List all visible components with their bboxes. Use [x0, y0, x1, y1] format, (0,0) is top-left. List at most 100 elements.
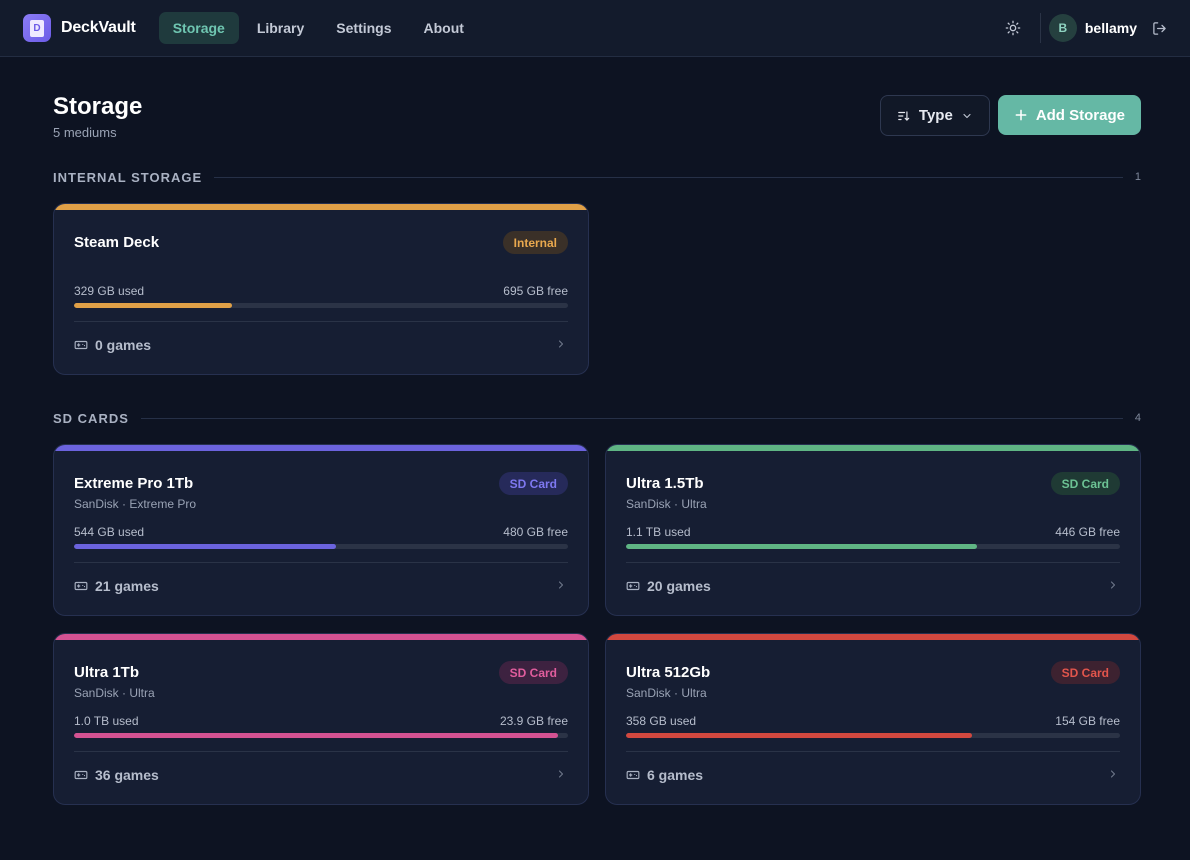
games-count: 0 games	[74, 337, 151, 353]
add-storage-label: Add Storage	[1035, 106, 1125, 124]
usage-bar-fill	[74, 303, 233, 308]
storage-card[interactable]: Extreme Pro 1Tb SanDisk · Extreme Pro SD…	[53, 444, 589, 616]
sun-icon	[1005, 20, 1021, 36]
open-card-button[interactable]	[1106, 767, 1120, 781]
chevron-right-icon	[558, 581, 564, 589]
card-divider	[626, 562, 1120, 563]
card-color-strip	[606, 445, 1140, 451]
nav-item-about[interactable]: About	[423, 20, 464, 36]
card-subtitle: SanDisk · Ultra	[626, 497, 707, 511]
card-title: Steam Deck	[74, 234, 160, 251]
section-count: 4	[1134, 412, 1141, 424]
chevron-right-icon	[558, 770, 564, 778]
gamepad-icon	[626, 770, 640, 780]
storage-card[interactable]: Ultra 1.5Tb SanDisk · Ultra SD Card 1.1 …	[605, 444, 1141, 616]
card-type-badge: SD Card	[1050, 472, 1120, 495]
usage-bar-fill	[626, 544, 977, 549]
main-nav: Storage Library Settings About	[158, 12, 478, 44]
card-subtitle: SanDisk · Ultra	[74, 686, 155, 700]
used-space: 358 GB used	[626, 714, 697, 728]
card-type-badge: SD Card	[498, 472, 568, 495]
storage-card[interactable]: Ultra 1Tb SanDisk · Ultra SD Card 1.0 TB…	[53, 633, 589, 805]
used-space: 1.0 TB used	[74, 714, 139, 728]
plus-icon	[1015, 109, 1027, 121]
topbar-divider	[1039, 13, 1041, 43]
storage-card[interactable]: Steam Deck Internal 329 GB used 695 GB f…	[53, 203, 589, 375]
card-subtitle: SanDisk · Ultra	[626, 686, 707, 700]
chevron-down-icon	[963, 113, 971, 118]
nav-item-storage[interactable]: Storage	[158, 12, 239, 44]
user-avatar[interactable]: B	[1048, 14, 1077, 42]
card-usage-row: 544 GB used 480 GB free	[74, 525, 568, 539]
free-space: 154 GB free	[1055, 714, 1120, 728]
card-subtitle: SanDisk · Extreme Pro	[74, 497, 197, 511]
app-logo[interactable]: D	[23, 14, 51, 42]
card-type-badge: Internal	[502, 231, 568, 254]
usage-bar-fill	[74, 733, 559, 738]
section-divider	[140, 417, 1123, 419]
chevron-right-icon	[1110, 581, 1116, 589]
games-count-label: 0 games	[95, 337, 152, 353]
open-card-button[interactable]	[554, 578, 568, 592]
section-title: SD CARDS	[53, 410, 129, 426]
page-title: Storage	[53, 93, 143, 120]
card-title: Ultra 1.5Tb	[626, 475, 704, 492]
card-usage-row: 1.0 TB used 23.9 GB free	[74, 714, 568, 728]
gamepad-icon	[74, 770, 88, 780]
card-title: Ultra 1Tb	[74, 664, 140, 681]
card-usage-row: 1.1 TB used 446 GB free	[626, 525, 1120, 539]
nav-item-settings[interactable]: Settings	[336, 20, 392, 36]
section-count: 1	[1134, 171, 1141, 183]
logo-letter: D	[30, 19, 44, 37]
free-space: 446 GB free	[1055, 525, 1120, 539]
chevron-right-icon	[558, 340, 564, 348]
app-brand-name[interactable]: DeckVault	[61, 19, 136, 36]
logout-button[interactable]	[1151, 20, 1167, 36]
storage-card[interactable]: Ultra 512Gb SanDisk · Ultra SD Card 358 …	[605, 633, 1141, 805]
page-header: Storage 5 mediums Type Add Storage	[53, 93, 1141, 143]
sort-icon	[898, 110, 910, 121]
section-internal-storage: INTERNAL STORAGE 1	[53, 167, 1141, 187]
open-card-button[interactable]	[554, 767, 568, 781]
usage-bar	[626, 544, 1120, 549]
usage-bar-fill	[74, 544, 336, 549]
card-usage-row: 358 GB used 154 GB free	[626, 714, 1120, 728]
header-actions: Type Add Storage	[879, 95, 1141, 136]
gamepad-icon	[626, 581, 640, 591]
free-space: 695 GB free	[503, 284, 568, 298]
sort-type-dropdown[interactable]: Type	[879, 95, 990, 136]
usage-bar	[74, 733, 568, 738]
add-storage-button[interactable]: Add Storage	[997, 95, 1141, 135]
topbar-right: B bellamy	[998, 13, 1167, 43]
card-divider	[74, 562, 568, 563]
chevron-right-icon	[1110, 770, 1116, 778]
gamepad-icon	[74, 340, 88, 350]
free-space: 23.9 GB free	[499, 714, 568, 728]
card-divider	[74, 751, 568, 752]
card-divider	[626, 751, 1120, 752]
card-usage-row: 329 GB used 695 GB free	[74, 284, 568, 298]
games-count: 36 games	[74, 767, 159, 783]
card-type-badge: SD Card	[498, 661, 568, 684]
usage-bar-fill	[626, 733, 972, 738]
open-card-button[interactable]	[1106, 578, 1120, 592]
games-count-label: 21 games	[95, 578, 159, 594]
games-count: 20 games	[626, 578, 711, 594]
open-card-button[interactable]	[554, 337, 568, 351]
section-divider	[214, 176, 1123, 178]
card-color-strip	[54, 445, 588, 451]
gamepad-icon	[74, 581, 88, 591]
games-count-label: 20 games	[647, 578, 711, 594]
card-color-strip	[606, 634, 1140, 640]
usage-bar	[74, 303, 568, 308]
games-count-label: 36 games	[95, 767, 159, 783]
usage-bar	[626, 733, 1120, 738]
nav-item-library[interactable]: Library	[256, 20, 305, 36]
page-subtitle: 5 mediums	[53, 125, 117, 140]
logout-icon	[1152, 21, 1166, 35]
used-space: 544 GB used	[74, 525, 145, 539]
card-color-strip	[54, 634, 588, 640]
section-sd-cards: SD CARDS 4	[53, 408, 1141, 428]
username[interactable]: bellamy	[1084, 20, 1137, 36]
theme-toggle-button[interactable]	[998, 13, 1028, 43]
